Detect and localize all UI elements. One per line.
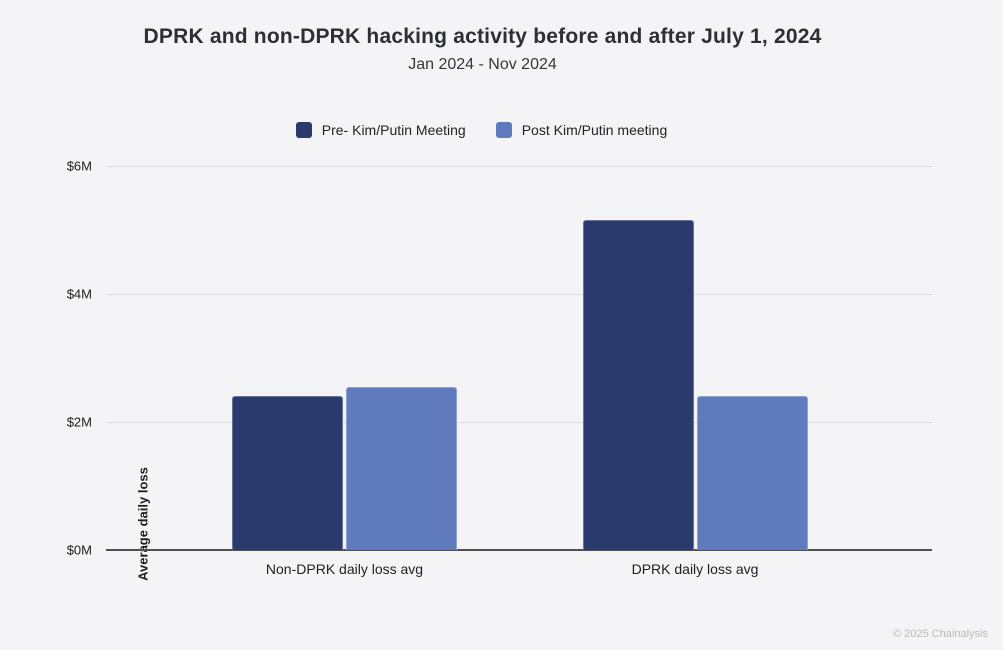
y-tick-label: $0M [66, 542, 92, 558]
legend-item-pre: Pre- Kim/Putin Meeting [295, 122, 466, 138]
x-axis-line [106, 549, 932, 551]
bar-pre [582, 220, 694, 550]
chart-header: DPRK and non-DPRK hacking activity befor… [0, 0, 1003, 74]
chart-title: DPRK and non-DPRK hacking activity befor… [143, 25, 822, 48]
y-tick-label: $2M [66, 414, 92, 430]
y-axis-title: Average daily loss [135, 467, 151, 581]
plot-area: Average daily loss $0M $2M $4M $6M Non-DPRK … [67, 159, 932, 581]
bar-post [696, 396, 808, 550]
gridline [106, 422, 932, 423]
y-tick-label: $4M [66, 286, 92, 302]
y-tick-label: $6M [66, 158, 92, 174]
x-category-label: DPRK daily loss avg [631, 561, 759, 577]
x-category-label: Non-DPRK daily loss avg [265, 561, 424, 577]
bar-post [346, 386, 457, 550]
legend-swatch-icon [295, 122, 312, 138]
legend-label: Pre- Kim/Putin Meeting [321, 122, 466, 138]
legend: Pre- Kim/Putin Meeting Post Kim/Putin mee… [0, 122, 1003, 138]
copyright-text: © 2025 Chainalysis [893, 628, 988, 640]
gridline [106, 166, 932, 167]
legend-swatch-icon [495, 122, 512, 138]
legend-label: Post Kim/Putin meeting [521, 122, 668, 138]
gridline [106, 294, 932, 295]
legend-item-post: Post Kim/Putin meeting [495, 122, 668, 138]
chart-subtitle: Jan 2024 - Nov 2024 [408, 56, 557, 73]
bar-pre [232, 396, 343, 550]
